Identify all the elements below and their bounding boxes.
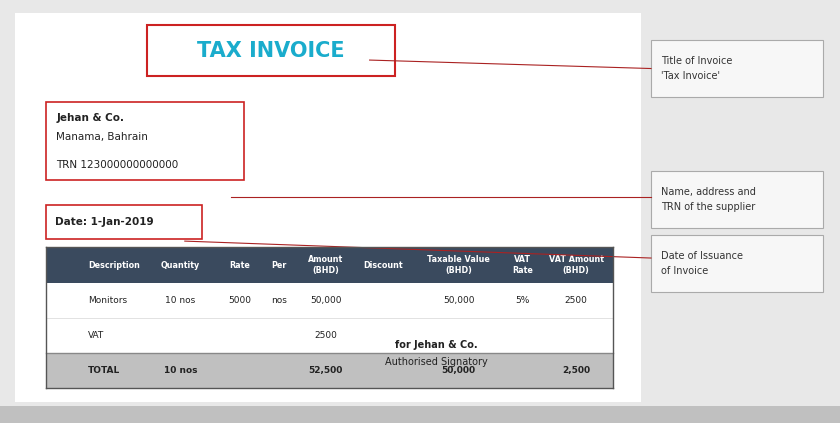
Text: Date of Issuance
of Invoice: Date of Issuance of Invoice xyxy=(661,251,743,276)
Text: 2500: 2500 xyxy=(314,331,338,340)
Text: Name, address and
TRN of the supplier: Name, address and TRN of the supplier xyxy=(661,187,756,212)
FancyBboxPatch shape xyxy=(0,406,840,423)
Text: Monitors: Monitors xyxy=(88,296,128,305)
Text: nos: nos xyxy=(271,296,286,305)
Text: Date: 1-Jan-2019: Date: 1-Jan-2019 xyxy=(55,217,153,227)
FancyBboxPatch shape xyxy=(46,283,613,318)
Text: Amount
(BHD): Amount (BHD) xyxy=(308,255,344,275)
Text: Discount: Discount xyxy=(363,261,403,269)
Text: TOTAL: TOTAL xyxy=(88,366,120,375)
FancyBboxPatch shape xyxy=(46,247,613,283)
Text: Jehan & Co.: Jehan & Co. xyxy=(56,113,124,124)
Text: 10 nos: 10 nos xyxy=(164,366,197,375)
Text: Rate: Rate xyxy=(229,261,249,269)
Text: Description: Description xyxy=(88,261,140,269)
Text: Authorised Signatory: Authorised Signatory xyxy=(386,357,488,367)
Text: 5%: 5% xyxy=(515,296,530,305)
Text: VAT Amount
(BHD): VAT Amount (BHD) xyxy=(549,255,604,275)
Text: 52,500: 52,500 xyxy=(309,366,343,375)
Text: TRN 123000000000000: TRN 123000000000000 xyxy=(56,160,179,170)
Text: TAX INVOICE: TAX INVOICE xyxy=(197,41,344,61)
Text: 50,000: 50,000 xyxy=(442,366,475,375)
Text: Taxable Value
(BHD): Taxable Value (BHD) xyxy=(428,255,490,275)
Text: Manama, Bahrain: Manama, Bahrain xyxy=(56,132,148,143)
Text: Title of Invoice
'Tax Invoice': Title of Invoice 'Tax Invoice' xyxy=(661,56,732,81)
FancyBboxPatch shape xyxy=(46,353,613,388)
Text: 50,000: 50,000 xyxy=(443,296,475,305)
FancyBboxPatch shape xyxy=(651,235,823,292)
Text: 2,500: 2,500 xyxy=(562,366,591,375)
Text: 2500: 2500 xyxy=(564,296,588,305)
Text: Per: Per xyxy=(271,261,286,269)
Text: 5000: 5000 xyxy=(228,296,251,305)
Text: Quantity: Quantity xyxy=(161,261,200,269)
Text: for Jehan & Co.: for Jehan & Co. xyxy=(396,340,478,350)
Text: 50,000: 50,000 xyxy=(310,296,342,305)
Text: VAT
Rate: VAT Rate xyxy=(512,255,533,275)
Text: VAT: VAT xyxy=(88,331,104,340)
FancyBboxPatch shape xyxy=(651,171,823,228)
FancyBboxPatch shape xyxy=(46,318,613,353)
Text: 10 nos: 10 nos xyxy=(165,296,196,305)
FancyBboxPatch shape xyxy=(651,40,823,97)
FancyBboxPatch shape xyxy=(15,13,641,402)
